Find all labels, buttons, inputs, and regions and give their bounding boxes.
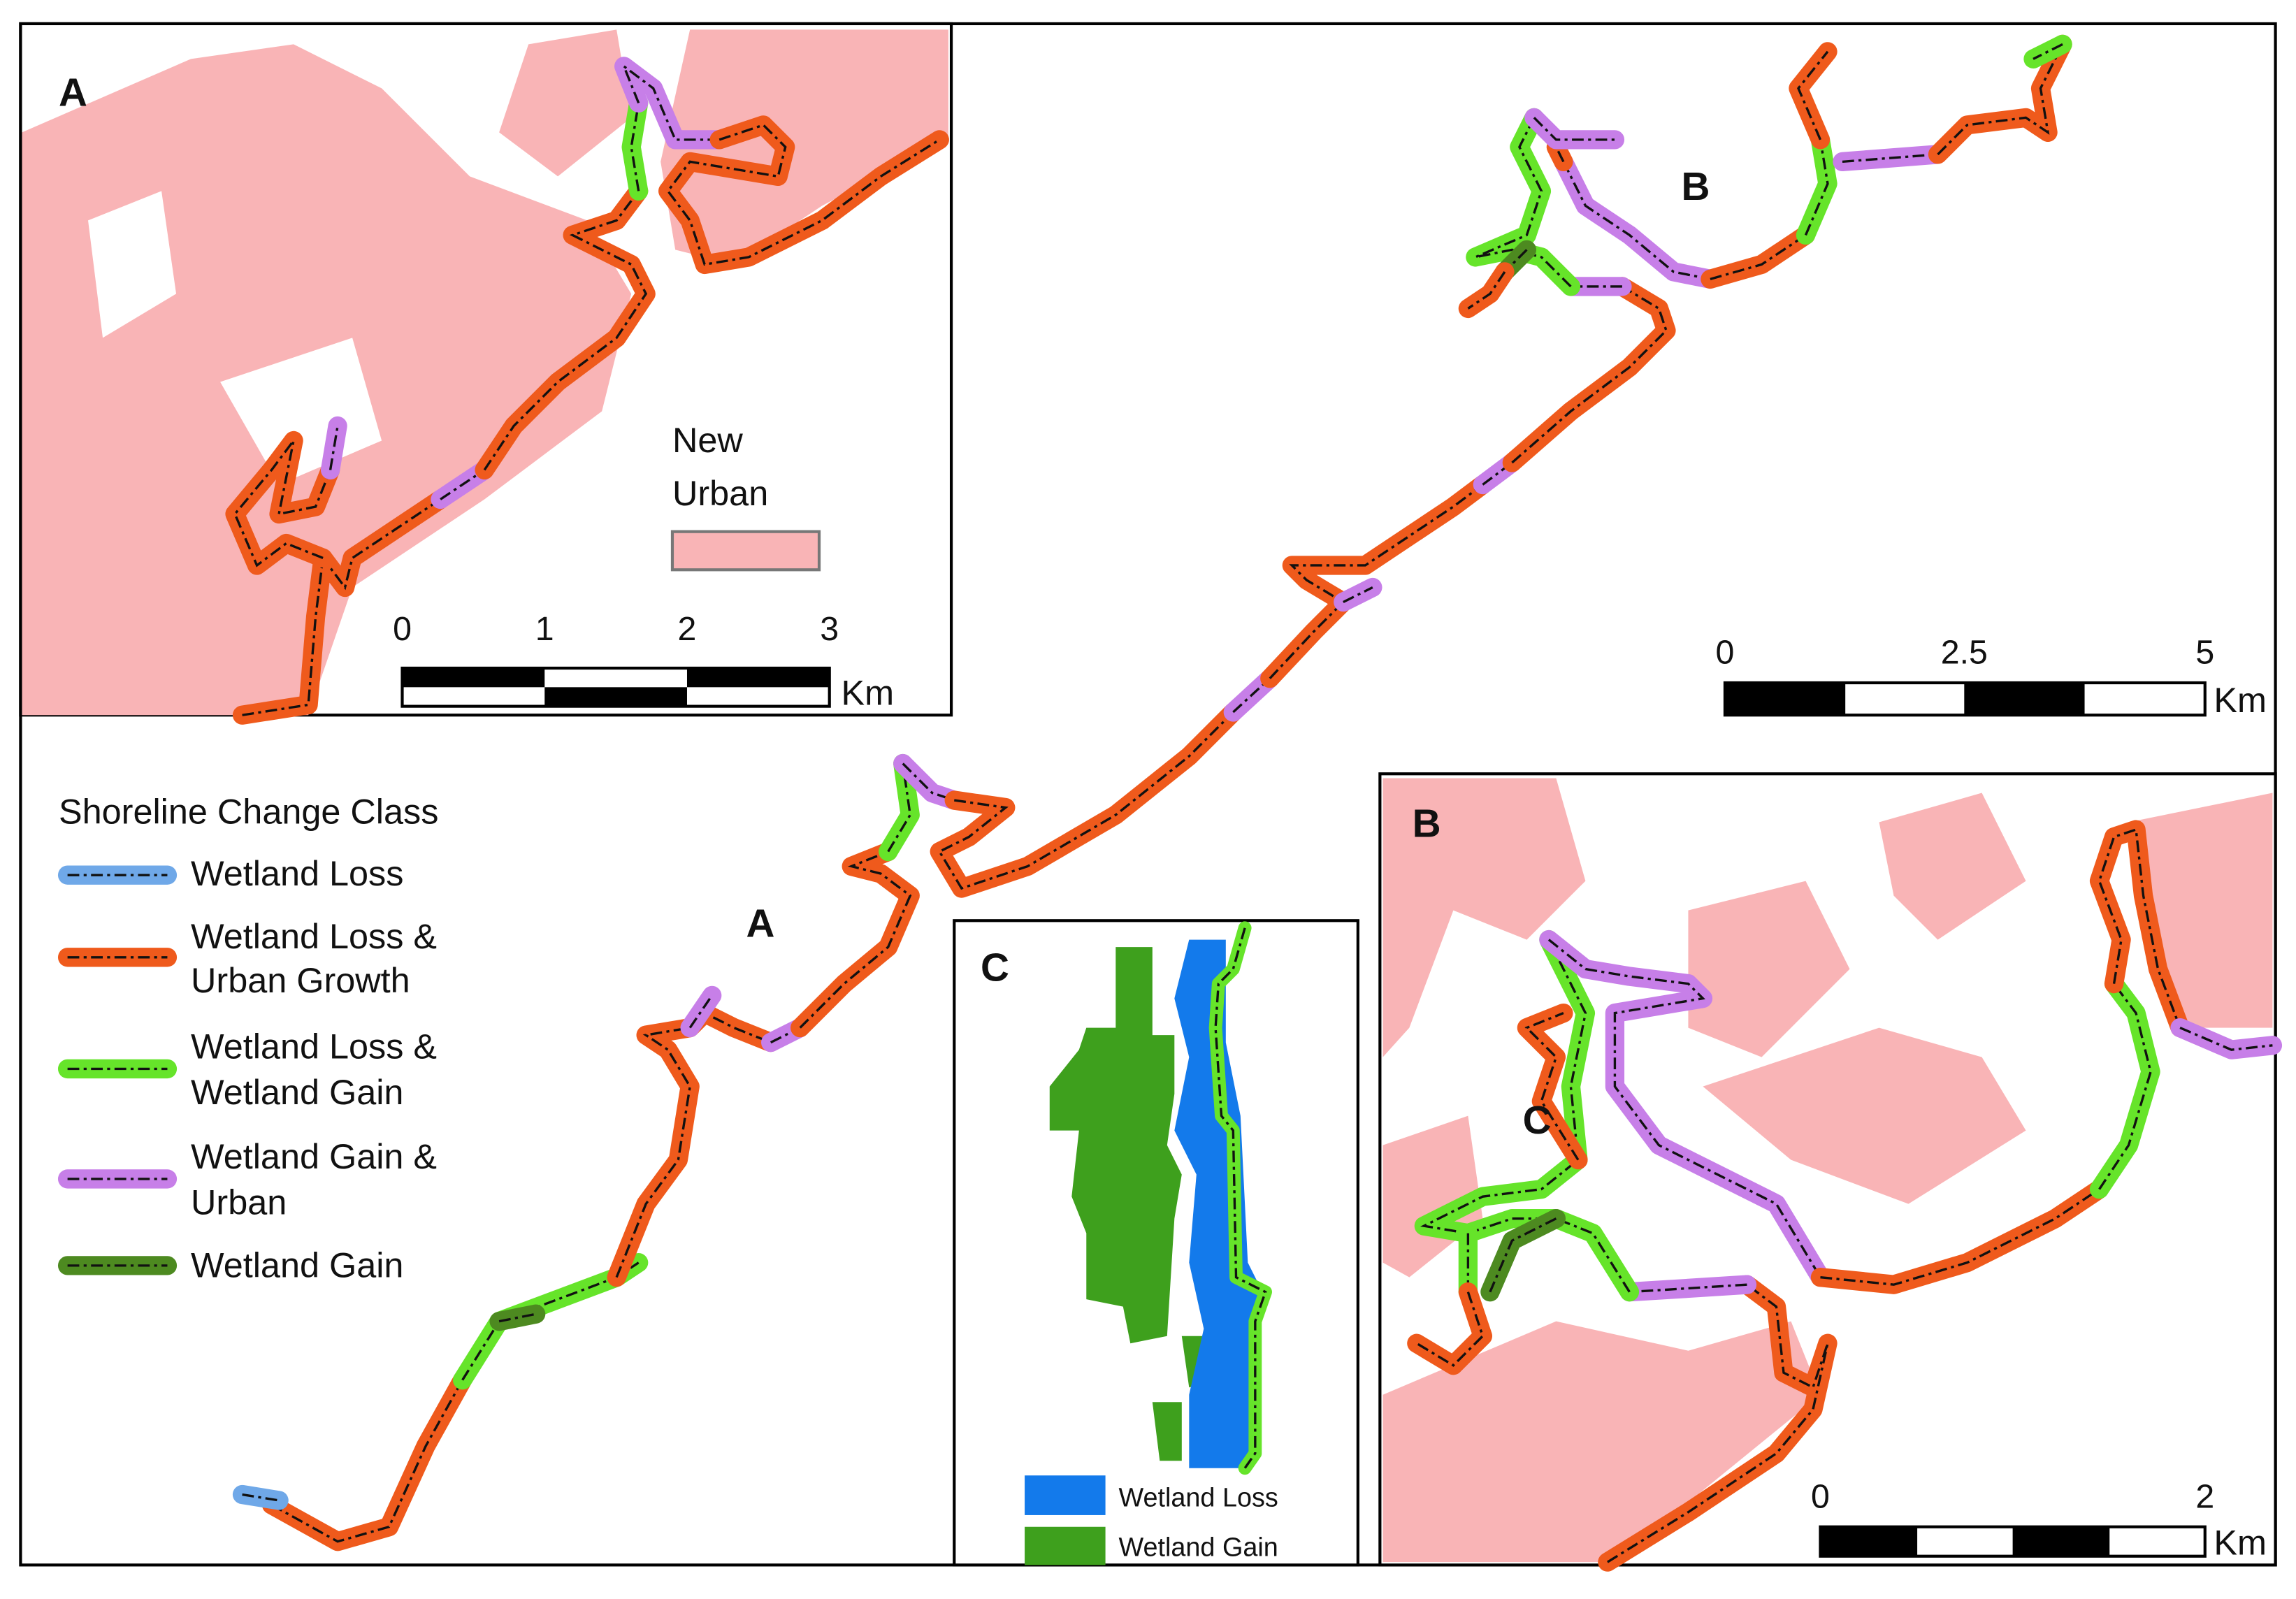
map-label: A [746,902,775,946]
scale-bar-fill [1724,683,1846,716]
scale-tick-label: 2 [678,610,697,648]
scale-bar-fill [686,668,830,688]
shore-centerline [799,851,912,1029]
urban-area [1688,881,1850,1057]
shore-centerline [1710,234,1807,281]
scale-tick-label: 2 [2195,1477,2214,1515]
shore-centerline [483,190,648,471]
shore-centerline [621,62,720,141]
shore-centerline [233,440,332,567]
urban-area [1382,778,1586,1057]
legend-title: Shoreline Change Class [59,792,438,832]
inset-label: B [1413,802,1441,846]
shore-centerline [1489,1217,1557,1293]
shore-centerline [1467,146,1565,310]
urban-area [499,29,632,177]
wetland-gain-area [1152,1402,1182,1461]
urban-area [660,29,948,265]
shore-centerline [666,123,941,266]
legend-label: Wetland Gain [191,1245,403,1285]
legend-label: Urban Growth [191,960,410,1000]
legend-label: Wetland Loss & [191,916,437,956]
shore-centerline [887,763,911,853]
shore-centerline [2098,827,2181,1029]
scale-bar-fill [402,668,545,688]
legend-label: Wetland Gain & [191,1136,437,1176]
shore-centerline [1842,153,1938,164]
urban-areas [1382,778,2273,1563]
legend-label: Wetland Loss & [191,1027,437,1066]
inset-a-shoreline [225,57,949,725]
inset-b: B C 0 2 Km [1378,772,2283,1572]
scale-bar-fill [544,687,687,707]
urban-area [1382,1321,1821,1563]
legend: Shoreline Change Class Wetland Loss Wetl… [57,792,438,1285]
wetland-loss-area [1174,939,1263,1468]
inset-label: A [59,71,87,115]
legend-label: Wetland Loss [1118,1483,1278,1512]
shore-centerline [937,711,1234,890]
scale-tick-label: 1 [535,610,554,648]
shore-centerline [2179,1027,2273,1051]
urban-area [1879,793,2026,940]
urban-areas [22,29,948,716]
wetland-gain-area [1049,947,1182,1344]
map-label: B [1681,165,1710,209]
shore-centerline [615,1011,772,1278]
shore-centerline [270,1379,464,1543]
legend-label: Wetland Gain [1118,1533,1278,1563]
urban-legend-label: Urban [672,473,768,513]
scale-unit: Km [2214,1523,2267,1563]
shore-centerline [1214,927,1267,1469]
urban-legend-label: New [672,420,743,460]
shore-centerline [1937,43,2064,156]
inset-label: C [981,946,1009,990]
shore-segment [2089,974,2160,1199]
scale-tick-label: 0 [393,610,412,648]
urban-legend-swatch [670,530,821,572]
shore-centerline [1511,285,1668,464]
shore-centerline [1607,1283,1829,1563]
urban-gap [88,191,177,338]
scale-unit: Km [2214,680,2267,720]
scale-bar-fill [1964,683,2085,716]
scale-bar-fill [1820,1526,1918,1556]
scale-tick-label: 3 [820,610,839,648]
shore-centerline [2033,43,2063,60]
shore-centerline [1804,139,1829,236]
legend-swatch [1025,1526,1106,1565]
shore-centerline [1416,1012,1580,1367]
shore-centerline [498,1312,536,1323]
shore-centerline [1475,117,1572,288]
shore-centerline [1547,939,1821,1278]
legend-swatch [1025,1475,1106,1515]
inset-a: A New Urban 0 1 2 3 Km [19,22,953,725]
scale-bar-fill [2012,1526,2110,1556]
shore-centerline [1629,1283,1747,1294]
inset-b-shoreline [1407,820,2283,1572]
scale-tick-label: 5 [2195,634,2214,672]
main-shoreline [232,34,2072,1551]
legend-label: Wetland Gain [191,1072,403,1112]
shore-centerline [1562,161,1711,288]
shore-centerline [1269,484,1484,679]
legend-label: Wetland Loss [191,853,403,893]
scale-tick-label: 0 [1811,1477,1830,1515]
urban-area [1703,1027,2026,1204]
shore-centerline [1820,1188,2100,1286]
shore-centerline [1797,50,1829,140]
main-scale-bar: 0 2.5 5 Km [1716,634,2267,720]
shore-centerline [688,994,714,1029]
shore-centerline [242,1493,280,1502]
scale-tick-label: 0 [1716,634,1735,672]
legend-label: Urban [191,1182,287,1222]
inset-c: C Wetland Loss Wetland Gain [953,919,1359,1567]
shore-centerline [1533,117,1615,141]
scale-unit: Km [842,673,895,713]
shore-centerline [630,103,640,191]
site-label: C [1523,1099,1552,1143]
scale-tick-label: 2.5 [1941,634,1988,672]
shore-centerline [328,426,486,500]
